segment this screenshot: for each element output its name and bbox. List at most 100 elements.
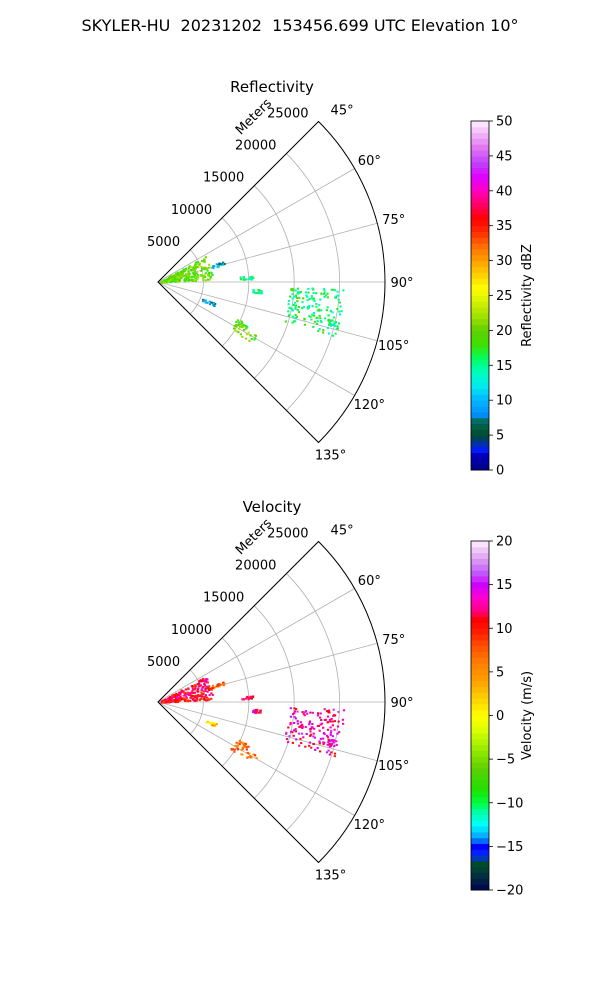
echo-gate [254, 712, 257, 715]
echo-gate [285, 738, 289, 741]
echo-gate [294, 295, 298, 297]
echo-gate [204, 679, 208, 682]
colorbar-segment [471, 237, 489, 244]
colorbar-segment [471, 837, 489, 844]
colorbar-segment [471, 843, 489, 850]
echo-gate [327, 738, 330, 741]
echo-gate [294, 304, 297, 307]
echo-gate [328, 719, 331, 722]
theta-gridline [157, 588, 355, 703]
colorbar-segment [471, 126, 489, 134]
echo-gate [206, 681, 209, 684]
echo-gate [288, 306, 291, 309]
echo-gate [173, 695, 176, 698]
echo-gate [188, 279, 191, 282]
echo-gate [187, 267, 190, 270]
colorbar-segment [471, 371, 489, 378]
echo-gate [336, 725, 340, 728]
echo-gate [306, 295, 309, 298]
colorbar-segment [471, 826, 489, 833]
echo-gate [209, 276, 212, 279]
colorbar-tick-label: 40 [496, 184, 513, 199]
colorbar-segment [471, 796, 489, 804]
echo-gate [241, 746, 244, 749]
echo-gate [309, 728, 312, 730]
echo-gate [251, 696, 255, 698]
echo-gate [294, 307, 297, 310]
echo-gate [189, 276, 192, 279]
echo-gate [302, 305, 305, 308]
echo-gate [257, 289, 260, 291]
echo-gate [185, 697, 188, 700]
range-ring [189, 669, 204, 735]
theta-tick-label: 105° [378, 759, 409, 774]
echo-gate [233, 748, 236, 751]
echo-gate [252, 289, 256, 292]
echo-gate [249, 755, 252, 758]
echo-gate [303, 714, 306, 717]
colorbar-segment [471, 663, 489, 670]
colorbar-segment [471, 779, 489, 786]
echo-gate [185, 275, 188, 277]
echo-gate [254, 754, 257, 757]
colorbar-segment [471, 138, 489, 145]
echo-gate [193, 275, 196, 278]
echo-gate [191, 279, 194, 282]
echo-gate [178, 699, 181, 702]
colorbar-tick-label: −20 [496, 884, 523, 899]
colorbar-tick-label: 30 [496, 254, 513, 269]
colorbar-segment [471, 336, 489, 343]
echo-gate [342, 709, 346, 712]
echo-gate [247, 697, 250, 700]
theta-tick-label: 60° [358, 574, 381, 589]
r-tick-label: 25000 [267, 526, 308, 541]
echo-gate [254, 334, 257, 337]
echo-gate [291, 309, 294, 312]
echo-gate [333, 752, 337, 755]
colorbar-segment [471, 464, 489, 471]
echo-gate [304, 710, 308, 713]
echo-gate [210, 301, 213, 304]
echo-gate [194, 267, 197, 270]
echo-gate [308, 744, 311, 747]
echo-gate [247, 756, 250, 758]
echo-gate [236, 744, 239, 747]
echo-gate [328, 753, 331, 756]
echo-gate [290, 730, 293, 733]
colorbar-tick-label: 10 [496, 394, 513, 409]
range-ring [221, 217, 250, 347]
echo-gate [210, 692, 213, 695]
echo-gate [291, 315, 294, 318]
echo-gate [290, 308, 293, 311]
echo-gate [184, 267, 188, 270]
echo-gate [297, 290, 300, 293]
echo-gate [194, 272, 197, 275]
echo-gate [211, 724, 214, 727]
echo-gate [248, 697, 251, 700]
range-ring [189, 249, 204, 315]
echo-gate [306, 299, 309, 302]
colorbar-segment [471, 587, 489, 594]
echo-gate [207, 267, 210, 270]
echo-gate [328, 323, 331, 326]
echo-gate [333, 321, 336, 324]
colorbar-segment [471, 645, 489, 653]
colorbar-segment [471, 610, 489, 618]
echo-gate [183, 269, 186, 272]
echo-gate [335, 740, 338, 743]
echo-gate [236, 319, 240, 322]
echo-gate [334, 714, 337, 717]
echo-gate [322, 292, 325, 295]
echo-gate [244, 337, 248, 340]
echo-gate [203, 299, 206, 302]
colorbar-segment [471, 144, 489, 151]
echo-gate [181, 270, 184, 273]
echo-gate [179, 691, 182, 694]
echo-gate [177, 694, 180, 697]
colorbar-segment [471, 738, 489, 746]
echo-gate [308, 741, 311, 744]
echo-gate [184, 694, 187, 697]
echo-gate [187, 277, 190, 279]
echo-gate [210, 272, 213, 275]
colorbar-segment [471, 179, 489, 186]
